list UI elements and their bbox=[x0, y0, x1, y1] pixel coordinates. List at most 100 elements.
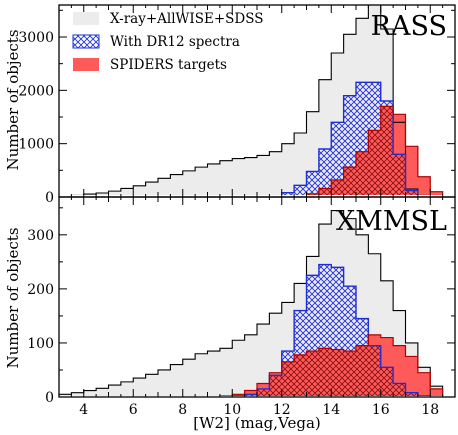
legend-swatch-hatch bbox=[72, 34, 100, 49]
xtick-label-6: 6 bbox=[129, 402, 138, 418]
bar-1-0-16 bbox=[257, 324, 270, 396]
bar-0-1-22 bbox=[331, 122, 344, 195]
legend-label-all: X-ray+AllWISE+SDSS bbox=[110, 11, 263, 27]
overlap-1-20 bbox=[306, 351, 320, 396]
ytick-label-1-100: 100 bbox=[27, 336, 54, 352]
bar-1-0-6 bbox=[133, 378, 146, 396]
bar-1-0-5 bbox=[120, 381, 134, 396]
overlap-0-21 bbox=[318, 188, 332, 195]
xtick-label-12: 12 bbox=[273, 402, 291, 418]
overlap-1-22 bbox=[331, 349, 344, 396]
bar-0-2-28 bbox=[405, 146, 419, 195]
overlap-1-23 bbox=[343, 351, 357, 396]
bar-1-0-7 bbox=[145, 374, 159, 396]
ytick-label-0-2000: 2000 bbox=[18, 83, 54, 99]
legend-label-dr12: With DR12 spectra bbox=[110, 34, 240, 50]
ytick-label-1-300: 300 bbox=[27, 228, 54, 244]
overlap-1-16 bbox=[257, 388, 270, 396]
bar-1-0-2 bbox=[83, 390, 97, 396]
overlap-hatch-0 bbox=[306, 106, 419, 195]
bar-1-0-14 bbox=[232, 340, 245, 396]
bar-0-1-19 bbox=[294, 185, 307, 195]
legend-swatch-red bbox=[73, 58, 99, 71]
bar-0-1-21 bbox=[318, 149, 332, 195]
overlap-1-28 bbox=[405, 392, 419, 396]
outline-1-1 bbox=[231, 263, 431, 396]
bar-0-0-19 bbox=[294, 133, 307, 195]
overlap-1-25 bbox=[368, 345, 382, 396]
bar-1-0-10 bbox=[182, 359, 196, 396]
overlap-1-27 bbox=[393, 383, 406, 396]
rass-panel-label: RASS bbox=[371, 11, 447, 42]
bar-1-2-30 bbox=[430, 388, 443, 396]
xtick-label-16: 16 bbox=[372, 402, 390, 418]
bar-0-0-15 bbox=[244, 157, 258, 195]
bar-0-0-3 bbox=[96, 193, 109, 195]
bar-0-0-18 bbox=[281, 143, 295, 195]
rass-y-axis-label: Number of objects bbox=[4, 29, 22, 170]
overlap-0-24 bbox=[356, 151, 369, 195]
bar-1-0-12 bbox=[207, 351, 221, 396]
bar-0-0-13 bbox=[219, 160, 233, 195]
legend: X-ray+AllWISE+SDSS With DR12 spectra SPI… bbox=[72, 11, 263, 73]
xtick-label-10: 10 bbox=[223, 402, 241, 418]
ytick-label-0-1000: 1000 bbox=[18, 137, 54, 153]
bar-0-0-7 bbox=[145, 182, 159, 195]
bar-0-0-5 bbox=[120, 188, 134, 195]
overlap-1-21 bbox=[318, 348, 332, 396]
bar-1-2-14 bbox=[232, 394, 245, 396]
bar-1-0-8 bbox=[158, 369, 171, 396]
legend-swatch-gray bbox=[73, 12, 99, 25]
bar-0-1-18 bbox=[281, 192, 295, 195]
xtick-label-4: 4 bbox=[79, 402, 88, 418]
overlap-1-24 bbox=[356, 345, 369, 396]
overlap-0-27 bbox=[393, 154, 406, 195]
bar-1-2-29 bbox=[417, 372, 431, 396]
xtick-label-18: 18 bbox=[421, 402, 439, 418]
bar-0-0-9 bbox=[170, 174, 184, 195]
bar-0-0-6 bbox=[133, 185, 146, 195]
ytick-label-1-0: 0 bbox=[45, 390, 54, 406]
bar-0-2-30 bbox=[430, 191, 443, 195]
overlap-0-26 bbox=[380, 106, 394, 195]
bar-0-0-10 bbox=[182, 170, 196, 195]
outline-0-1 bbox=[281, 81, 419, 195]
overlap-1-26 bbox=[380, 367, 394, 396]
bar-0-2-29 bbox=[417, 176, 431, 195]
bar-1-0-13 bbox=[219, 348, 233, 396]
outline-1-0 bbox=[59, 209, 444, 396]
ytick-label-0-3000: 3000 bbox=[18, 30, 54, 46]
bar-1-2-28 bbox=[405, 356, 419, 396]
overlap-0-23 bbox=[343, 167, 357, 195]
bar-1-0-9 bbox=[170, 364, 184, 396]
bar-1-0-15 bbox=[244, 334, 258, 396]
bar-0-0-12 bbox=[207, 163, 221, 195]
bar-1-0-1 bbox=[71, 392, 85, 396]
bar-0-0-4 bbox=[108, 191, 122, 195]
xtick-label-14: 14 bbox=[322, 402, 340, 418]
x-axis-label: [W2] (mag,Vega) bbox=[193, 414, 321, 432]
ytick-label-0-0: 0 bbox=[45, 190, 54, 206]
bar-0-0-14 bbox=[232, 158, 245, 195]
bar-0-0-8 bbox=[158, 178, 171, 195]
xmmsl-y-axis-label: Number of objects bbox=[4, 227, 22, 368]
ytick-label-1-200: 200 bbox=[27, 282, 54, 298]
outline-1-2 bbox=[219, 334, 444, 396]
xmmsl-panel: 0 100 200 300 4 6 8 10 12 14 16 18 XMMSL Number of … bbox=[4, 196, 456, 432]
bar-0-0-16 bbox=[257, 155, 270, 195]
overlap-0-25 bbox=[368, 130, 382, 195]
overlap-1-15 bbox=[244, 394, 258, 396]
overlap-1-18 bbox=[281, 361, 295, 396]
overlap-0-28 bbox=[405, 190, 419, 195]
outline-0-2 bbox=[305, 105, 444, 195]
bar-0-0-17 bbox=[269, 151, 283, 195]
overlap-hatch-1 bbox=[232, 345, 431, 396]
bar-1-2-15 bbox=[244, 390, 258, 396]
legend-label-spiders: SPIDERS targets bbox=[110, 57, 227, 73]
bar-0-1-20 bbox=[306, 171, 320, 195]
xmmsl-panel-label: XMMSL bbox=[336, 206, 447, 237]
outline-0-0 bbox=[70, 5, 431, 195]
overlap-0-22 bbox=[331, 179, 344, 195]
rass-panel: 0 1000 2000 3000 RASS X-ray+AllWISE+SDSS Wi… bbox=[4, 4, 456, 206]
